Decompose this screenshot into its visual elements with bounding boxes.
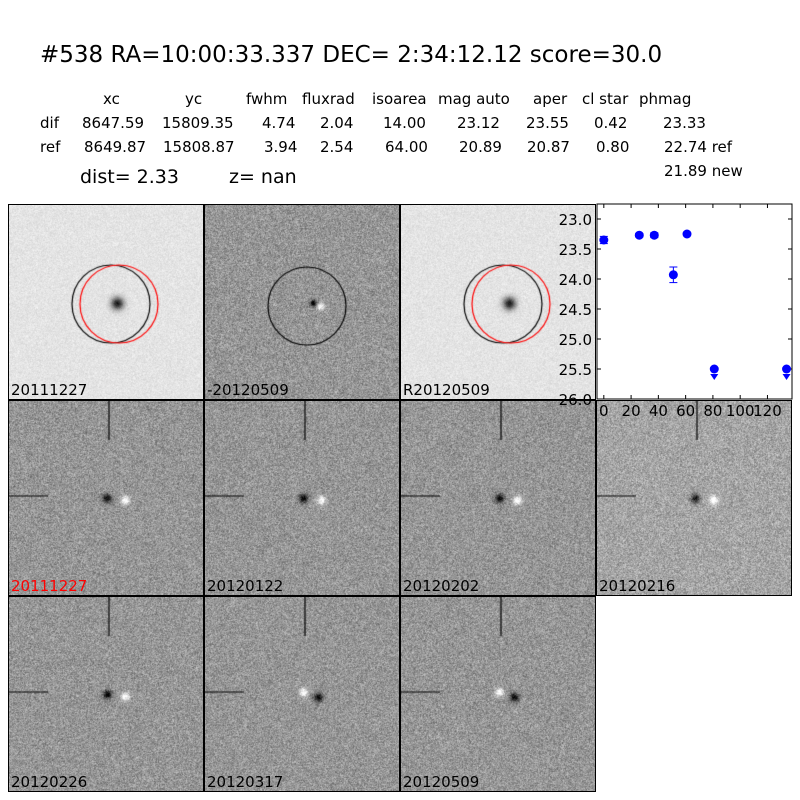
table-cell: 0.42	[594, 114, 628, 132]
table-cell: 4.74	[262, 114, 296, 132]
stamp-image	[401, 205, 595, 399]
stamp-image	[9, 597, 203, 791]
column-header: cl star	[582, 90, 629, 108]
table-cell: 3.94	[264, 138, 298, 156]
y-tick-label: 23.5	[559, 241, 592, 259]
upper-limit-marker	[782, 374, 791, 380]
table-cell: 20.89	[459, 138, 502, 156]
stamp-image	[205, 401, 399, 595]
stamp-date-label: 20111227	[11, 577, 88, 595]
x-tick-label: 20	[622, 402, 641, 420]
image-stamp: R20120509	[400, 204, 596, 400]
stamp-date-label: 20111227	[11, 381, 88, 399]
light-curve-chart: 23.0 23.5 24.0 24.5 25.0 25.5 26.0 0 20 40 60 80 100…	[559, 203, 793, 420]
image-stamp: 20111227	[8, 400, 204, 596]
table-cell: 2.54	[320, 138, 354, 156]
image-stamp: 20120202	[400, 400, 596, 596]
column-header: fwhm	[246, 90, 288, 108]
x-tick-label: 80	[703, 402, 722, 420]
image-stamp: 20120122	[204, 400, 400, 596]
data-point	[709, 364, 719, 374]
column-header: phmag	[639, 90, 692, 108]
stamp-date-label: 20120317	[207, 773, 284, 791]
stamp-image	[9, 401, 203, 595]
y-tick-label: 25.5	[559, 361, 592, 379]
y-tick-label: 24.5	[559, 301, 592, 319]
table-cell: 23.12	[457, 114, 500, 132]
phmag-new: 21.89 new	[664, 162, 743, 180]
stamp-image	[205, 597, 399, 791]
x-tick-label: 40	[649, 402, 668, 420]
data-point	[634, 230, 644, 240]
column-header: yc	[185, 90, 203, 108]
image-stamp: 20111227	[8, 204, 204, 400]
stamp-date-label: 20120509	[403, 773, 480, 791]
x-tick-label: 60	[676, 402, 695, 420]
stamp-image	[9, 205, 203, 399]
table-cell: 8647.59	[82, 114, 145, 132]
stamp-date-label: 20120226	[11, 773, 88, 791]
stamp-image	[401, 401, 595, 595]
column-header: xc	[103, 90, 120, 108]
table-cell: 23.33	[663, 114, 706, 132]
stamp-image	[401, 597, 595, 791]
table-cell: 0.80	[596, 138, 630, 156]
stamp-date-label: -20120509	[207, 381, 289, 399]
data-point	[668, 270, 678, 280]
dist-value: dist= 2.33	[80, 166, 179, 188]
stamp-image	[205, 205, 399, 399]
column-header: aper	[533, 90, 568, 108]
table-cell: 2.04	[320, 114, 354, 132]
data-point	[782, 364, 792, 374]
column-header: mag auto	[438, 90, 510, 108]
table-cell: 15809.35	[162, 114, 234, 132]
z-value: z= nan	[229, 166, 297, 188]
stamp-date-label: 20120122	[207, 577, 284, 595]
image-stamp: 20120509	[400, 596, 596, 792]
image-stamp: 20120216	[596, 400, 792, 596]
column-header: isoarea	[372, 90, 427, 108]
stamp-image	[597, 401, 791, 595]
stamp-date-label: 20120216	[599, 577, 676, 595]
image-stamp: 20120317	[204, 596, 400, 792]
y-tick-label: 25.0	[559, 331, 592, 349]
table-cell: 8649.87	[84, 138, 147, 156]
table-cell: 15808.87	[163, 138, 235, 156]
upper-limit-marker	[710, 374, 719, 380]
table-cell: 22.74 ref	[664, 138, 733, 156]
plot-area	[596, 203, 793, 400]
page-title: #538 RA=10:00:33.337 DEC= 2:34:12.12 sco…	[40, 42, 663, 68]
x-tick-label: 0	[599, 402, 609, 420]
data-point	[649, 230, 659, 240]
table-cell: 23.55	[526, 114, 569, 132]
stamp-date-label: R20120509	[403, 381, 490, 399]
x-tick-label: 100	[726, 402, 755, 420]
column-header: fluxrad	[302, 90, 355, 108]
stamp-date-label: 20120202	[403, 577, 480, 595]
image-stamp: -20120509	[204, 204, 400, 400]
y-tick-label: 23.0	[559, 211, 592, 229]
table-cell: 64.00	[385, 138, 428, 156]
image-stamp: 20120226	[8, 596, 204, 792]
row-label: ref	[40, 138, 61, 156]
row-label: dif	[40, 114, 59, 132]
x-tick-label: 120	[753, 402, 782, 420]
table-cell: 20.87	[527, 138, 570, 156]
data-point	[682, 229, 692, 239]
y-tick-label: 26.0	[559, 391, 592, 409]
data-point	[599, 235, 609, 245]
y-tick-label: 24.0	[559, 271, 592, 289]
table-cell: 14.00	[383, 114, 426, 132]
